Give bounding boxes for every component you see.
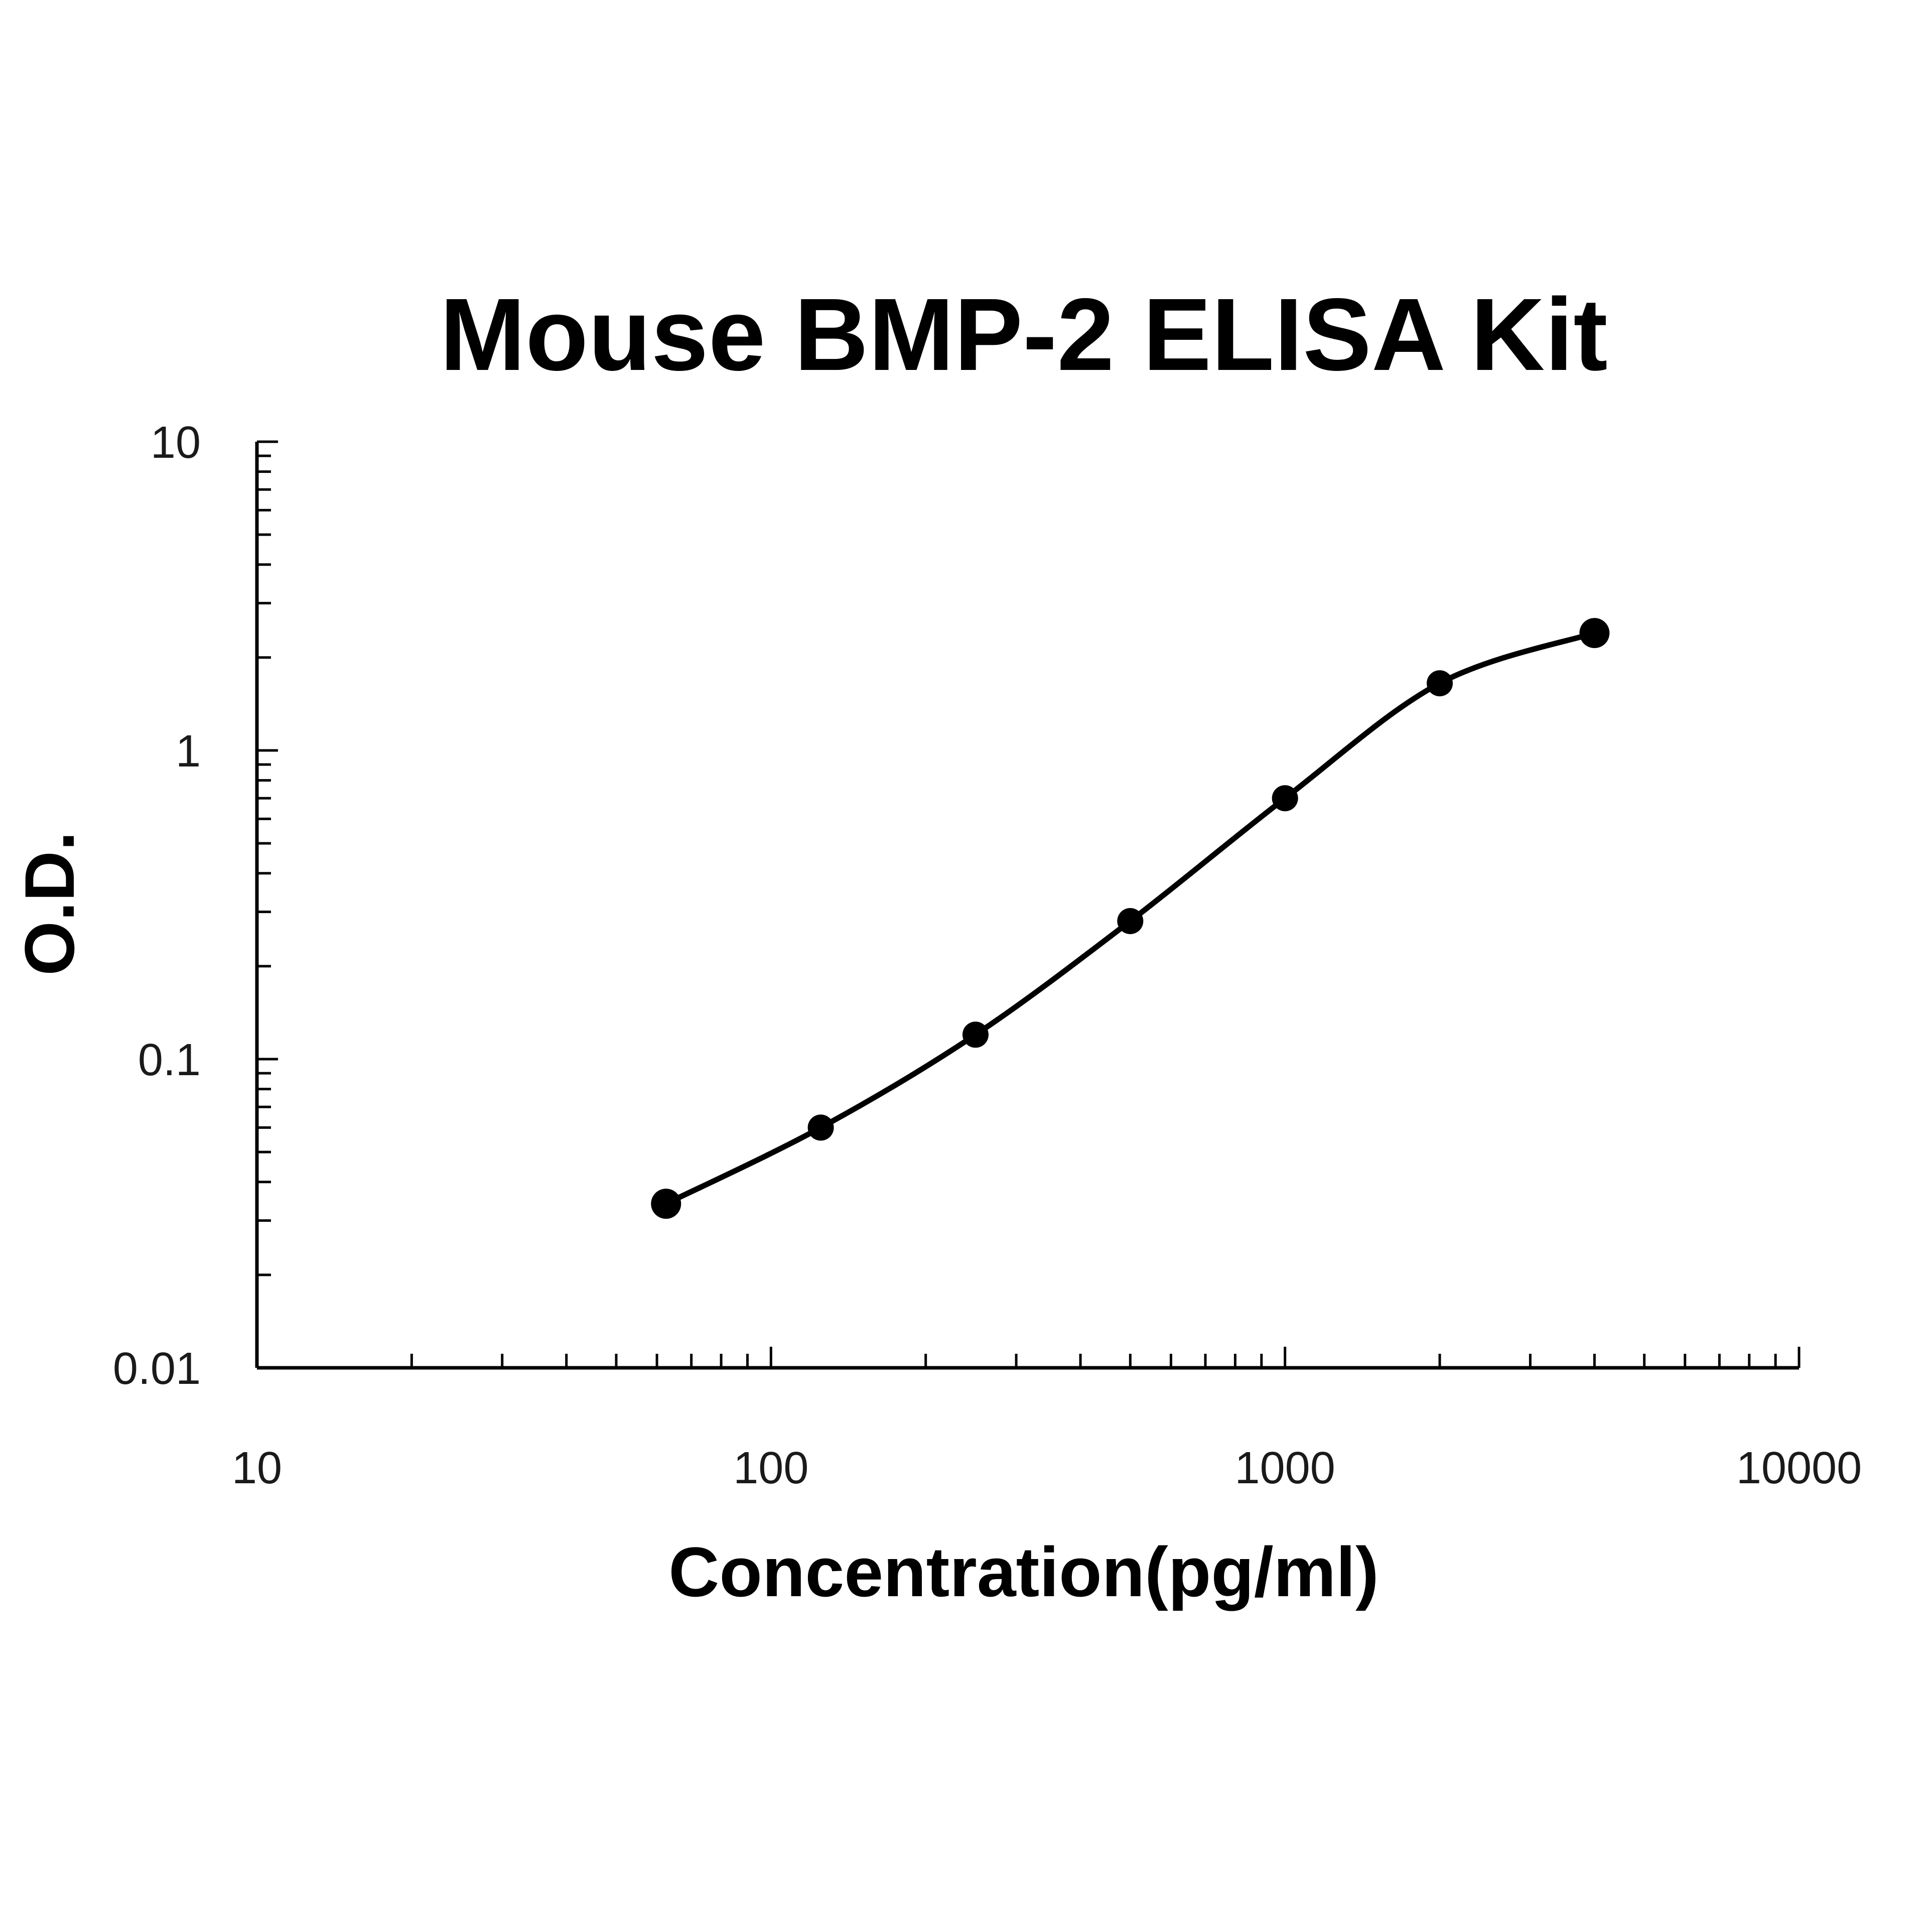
y-tick-labels: 0.01 0.1 1 10 xyxy=(113,418,201,1394)
y-axis xyxy=(255,440,278,1369)
plot-series xyxy=(651,618,1610,1219)
y-axis-label: O.D. xyxy=(10,831,89,976)
y-tick-label: 0.01 xyxy=(113,1344,201,1394)
data-point xyxy=(807,1114,834,1141)
y-tick-label: 1 xyxy=(176,726,201,777)
x-axis xyxy=(255,1347,1801,1370)
data-point xyxy=(962,1021,989,1048)
y-tick-label: 10 xyxy=(151,418,201,468)
data-point xyxy=(1117,908,1144,934)
y-tick-label: 0.1 xyxy=(138,1035,201,1085)
x-tick-label: 10 xyxy=(232,1443,282,1493)
x-tick-label: 1000 xyxy=(1235,1443,1335,1493)
data-point xyxy=(1579,618,1610,649)
x-tick-labels: 10 100 1000 10000 xyxy=(232,1443,1862,1493)
data-point xyxy=(651,1189,681,1219)
chart-title: Mouse BMP-2 ELISA Kit xyxy=(440,277,1607,392)
x-tick-label: 10000 xyxy=(1736,1443,1862,1493)
data-point xyxy=(1272,785,1298,812)
x-tick-label: 100 xyxy=(733,1443,808,1493)
data-point xyxy=(1427,670,1453,697)
x-axis-label: Concentration(pg/ml) xyxy=(668,1532,1379,1611)
